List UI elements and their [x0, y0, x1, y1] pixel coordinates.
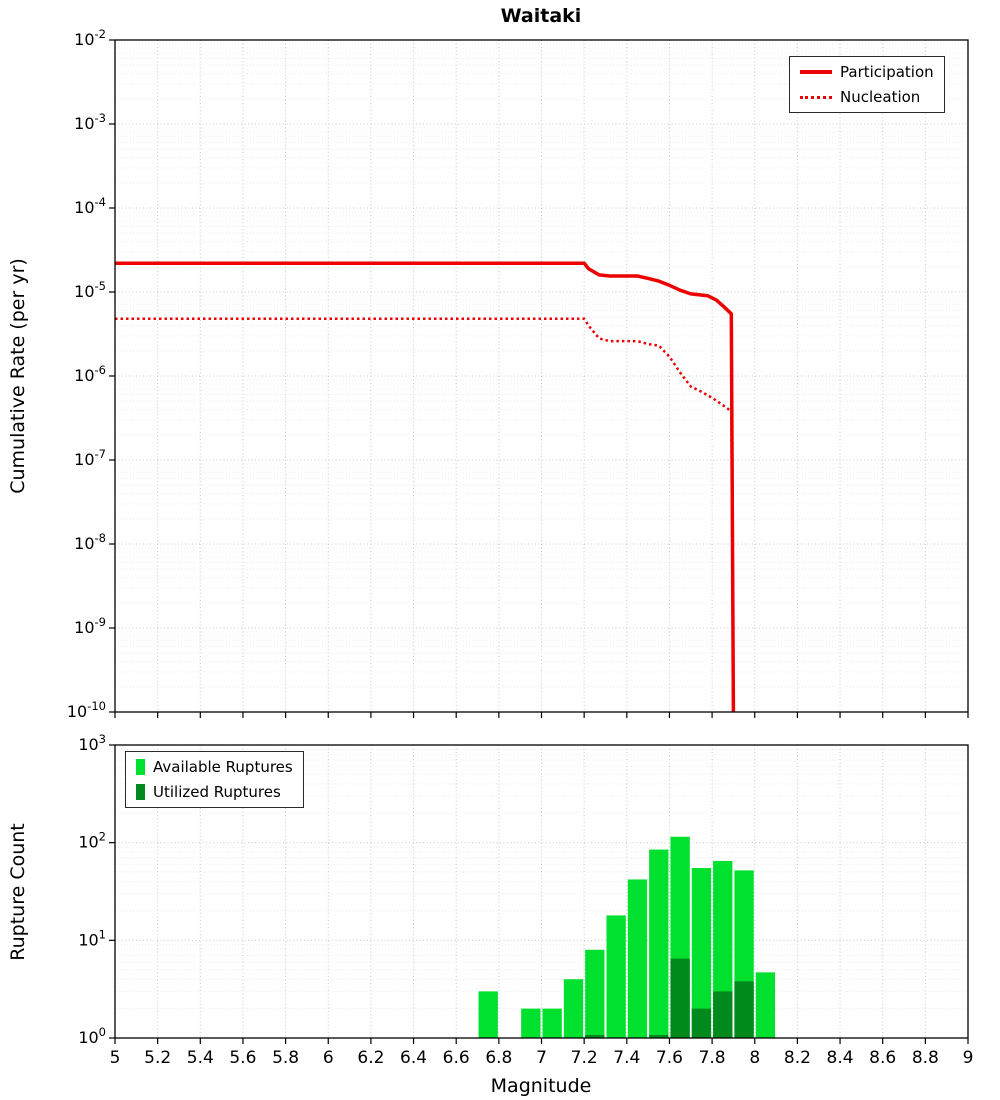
count-y-axis-label: Rupture Count: [7, 823, 29, 961]
x-tick-label: 7.8: [699, 1048, 726, 1068]
available-swatch: [136, 759, 145, 775]
y-tick-label: 10-6: [74, 363, 106, 385]
x-tick-label: 7.6: [656, 1048, 683, 1068]
x-tick-label: 7: [536, 1048, 547, 1068]
bar: [649, 1035, 669, 1038]
bar: [755, 972, 776, 1038]
rate-tick-marks: [109, 39, 969, 718]
y-tick-label: 10-9: [74, 615, 106, 637]
participation-line: [115, 261, 736, 712]
legend-item-participation: Participation: [800, 63, 934, 81]
bar: [585, 1035, 605, 1038]
x-tick-label: 6.2: [357, 1048, 384, 1068]
y-tick-label: 100: [78, 1025, 106, 1047]
count-legend: Available Ruptures Utilized Ruptures: [125, 751, 304, 808]
y-tick-label: 101: [78, 927, 106, 949]
x-tick-label: 8.6: [869, 1048, 896, 1068]
bar: [478, 991, 498, 1038]
x-tick-label: 5.4: [187, 1048, 214, 1068]
x-tick-label: 6: [323, 1048, 334, 1068]
utilized-swatch: [136, 784, 145, 800]
y-tick-label: 103: [78, 732, 106, 754]
x-tick-label: 8.2: [784, 1048, 811, 1068]
utilized-label: Utilized Ruptures: [153, 783, 281, 801]
bar: [563, 979, 584, 1038]
x-tick-label: 8.8: [912, 1048, 939, 1068]
x-tick-label: 7.4: [613, 1048, 640, 1068]
x-tick-label: 5.6: [229, 1048, 256, 1068]
rate-y-tick-labels: 10-2 10-3 10-4 10-5 10-6 10-7 10-8 10-9 10-10: [67, 27, 106, 721]
bar: [691, 1008, 712, 1038]
utilized-ruptures-bars: [585, 958, 754, 1038]
x-tick-label: 5.8: [272, 1048, 299, 1068]
x-tick-label: 6.4: [400, 1048, 427, 1068]
y-tick-label: 10-5: [74, 279, 106, 301]
rate-major-gridlines: [115, 40, 968, 712]
y-tick-label: 102: [78, 830, 106, 852]
legend-item-nucleation: Nucleation: [800, 88, 934, 106]
bar: [691, 868, 712, 1038]
x-tick-label: 5: [110, 1048, 121, 1068]
bar: [670, 958, 690, 1038]
bar: [734, 981, 754, 1038]
bar: [627, 879, 648, 1038]
x-axis-label: Magnitude: [491, 1075, 592, 1097]
y-tick-label: 10-8: [74, 531, 106, 553]
chart-title: Waitaki: [501, 5, 582, 27]
count-y-tick-labels: 103 102 101 100: [78, 732, 106, 1047]
rate-plot: 10-2 10-3 10-4 10-5 10-6 10-7 10-8 10-9 10-10: [67, 27, 969, 721]
bar: [713, 991, 733, 1038]
count-major-gridlines: [115, 745, 968, 1038]
nucleation-label: Nucleation: [840, 88, 921, 106]
rate-y-axis-label: Cumulative Rate (per yr): [7, 258, 29, 494]
x-tick-labels: 5 5.2 5.4 5.6 5.8 6 6.2 6.4 6.6 6.8 7 7.2 7.4 7.6 7.8 8…: [110, 1048, 974, 1068]
bar: [649, 849, 669, 1038]
bar: [542, 1008, 562, 1038]
x-tick-label: 5.2: [144, 1048, 171, 1068]
x-tick-label: 6.6: [443, 1048, 470, 1068]
count-tick-marks: [109, 744, 969, 1044]
bar: [521, 1008, 541, 1038]
bar: [606, 915, 626, 1038]
bar: [585, 949, 605, 1038]
y-tick-label: 10-10: [67, 699, 106, 721]
x-tick-label: 8.4: [827, 1048, 854, 1068]
x-tick-label: 6.8: [485, 1048, 512, 1068]
x-tick-label: 7.2: [571, 1048, 598, 1068]
rate-legend: Participation Nucleation: [789, 56, 945, 113]
y-tick-label: 10-2: [74, 27, 106, 49]
plots-group: 10-2 10-3 10-4 10-5 10-6 10-7 10-8 10-9 10-10 103…: [67, 27, 974, 1068]
legend-item-available-ruptures: Available Ruptures: [136, 758, 293, 776]
participation-line-sample: [800, 70, 832, 74]
nucleation-line-sample: [800, 95, 832, 99]
available-label: Available Ruptures: [153, 758, 293, 776]
x-tick-label: 9: [963, 1048, 974, 1068]
y-tick-label: 10-7: [74, 447, 106, 469]
legend-item-utilized-ruptures: Utilized Ruptures: [136, 783, 293, 801]
y-tick-label: 10-3: [74, 111, 106, 133]
x-tick-label: 8: [749, 1048, 760, 1068]
y-tick-label: 10-4: [74, 195, 106, 217]
nucleation-line: [115, 317, 735, 712]
participation-label: Participation: [840, 63, 934, 81]
